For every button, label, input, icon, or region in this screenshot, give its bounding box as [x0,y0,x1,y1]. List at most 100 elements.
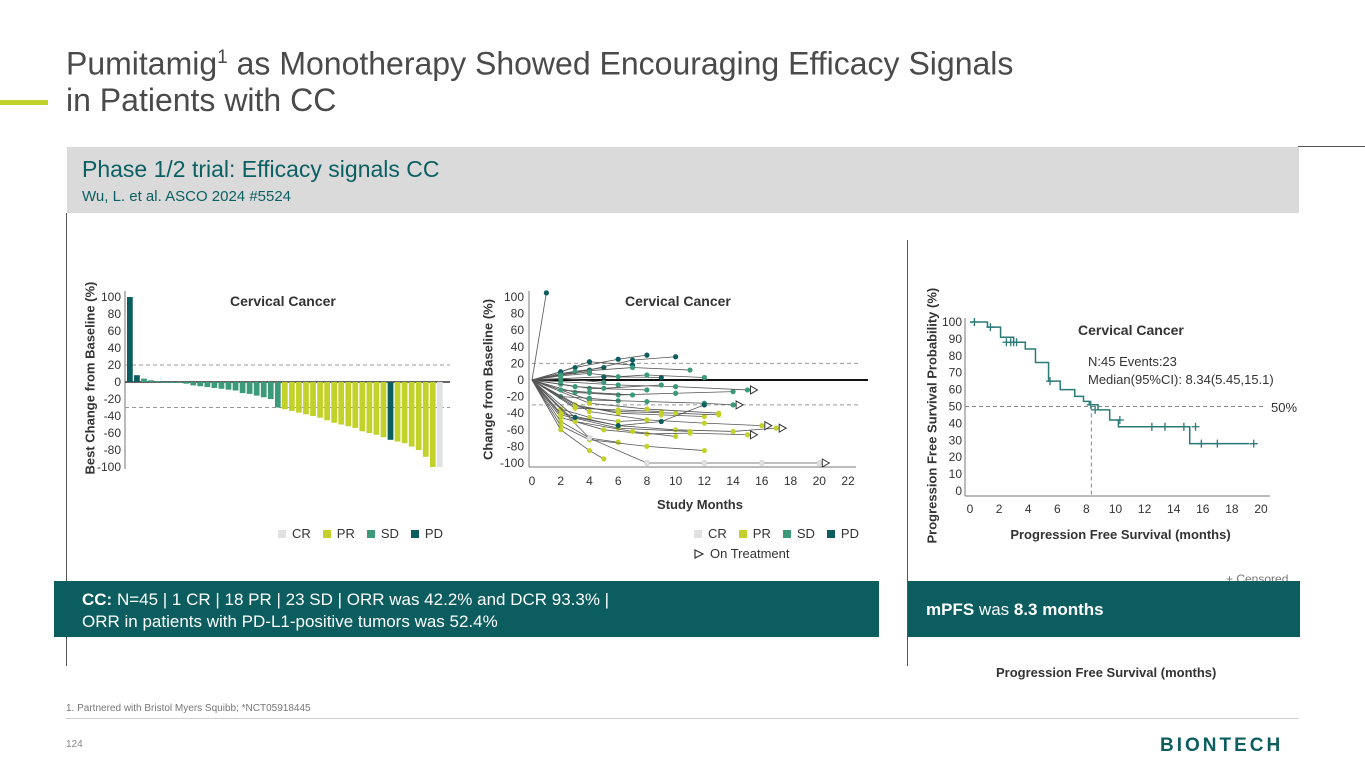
spider-point [615,407,621,413]
spider-series-line [531,379,662,389]
spider-xlabel: Study Months [657,497,743,512]
spider-ytick-label: -60 [507,423,525,437]
km-censor-mark [970,318,979,326]
waterfall-ytick-label: 80 [108,307,122,321]
spider-point [644,398,650,405]
spider-series-line [531,379,619,443]
spider-point [558,427,564,433]
spider-ytick-label: -20 [507,390,525,404]
spider-point [816,460,823,466]
km-xtick-label: 16 [1196,502,1210,516]
summary-left-line2: ORR in patients with PD-L1-positive tumo… [82,612,498,631]
spider-xtick-label: 0 [529,474,536,488]
waterfall-bar [352,382,359,428]
biontech-logo: BIONTECH [1160,735,1284,756]
spider-series-line [531,379,605,460]
spider-point [601,427,607,433]
spider-point [558,372,564,378]
on-treatment-triangle-icon [694,548,704,559]
km-xtick-label: 12 [1138,502,1152,516]
footer-divider [66,718,1299,719]
spider-point [701,420,707,426]
banner-title: Phase 1/2 trial: Efficacy signals CC [82,156,440,182]
summary-text-left: CC: N=45 | 1 CR | 18 PR | 23 SD | ORR wa… [82,589,609,633]
spider-point [586,359,593,365]
spider-point [586,408,593,415]
legend2-pr-swatch [738,529,747,538]
spider-point [644,372,650,378]
spider-point [701,374,707,381]
waterfall-bar [204,382,211,388]
spider-ytick-label: 80 [511,307,525,321]
waterfall-bar [310,382,316,416]
spider-legend: CR PR SD PD [694,526,859,541]
waterfall-bar [281,382,288,410]
legend-pd-swatch [410,529,419,538]
km-censor-mark [1091,405,1100,414]
legend-sd-label: SD [380,526,399,541]
spider-point [586,400,593,406]
spider-point [673,390,679,396]
waterfall-bar [211,382,218,388]
spider-ytick-label: 100 [504,290,524,304]
km-survival-curve [970,321,1250,445]
spider-point [644,406,650,412]
spider-xtick-label: 10 [669,474,683,488]
page-number: 124 [66,739,83,750]
km-xtick-label: 20 [1254,502,1268,516]
on-treatment-marker [749,429,759,440]
spider-point [701,413,707,420]
legend2-pr-label: PR [752,526,771,541]
summary-right-bold1: mPFS [926,600,975,619]
km-ytick-label: 50 [949,400,963,414]
summary-box-left [54,581,879,637]
summary-text-right: mPFS was 8.3 months [926,600,1104,620]
spider-point [615,356,621,362]
title-text-post: as Monotherapy Showed Encouraging Effica… [227,45,1014,82]
waterfall-bar [218,382,225,389]
spider-series-line [531,379,662,412]
legend-cr-swatch [278,529,286,538]
on-treatment-marker [764,420,773,431]
spider-point [644,443,650,449]
km-censor-mark [1213,439,1222,448]
waterfall-ytick-label: 40 [108,341,122,355]
waterfall-bar [162,382,168,383]
km-ytick-label: 10 [949,467,963,481]
km-xtick-label: 14 [1167,502,1181,516]
km-censor-mark [1191,422,1200,431]
page-title: Pumitamig1 as Monotherapy Showed Encoura… [66,40,1166,118]
waterfall-bar [260,382,267,398]
waterfall-bar [331,382,338,423]
on-treatment-marker [778,423,788,434]
title-text-pre: Pumitamig [66,45,218,82]
km-censor-mark [1046,377,1055,386]
spider-point [615,374,621,380]
waterfall-ytick-label: -100 [97,460,121,474]
legend-sd-swatch [366,529,375,538]
km-xtick-label: 0 [967,502,974,516]
waterfall-ytick-label: -60 [104,426,122,440]
waterfall-bar [394,382,401,442]
km-ytick-label: 70 [949,366,963,380]
legend-pr-label: PR [336,526,355,541]
waterfall-ytick-label: 60 [108,324,122,338]
spider-ytick-label: 40 [511,340,525,354]
waterfall-bar [176,382,183,383]
km-xlabel: Progression Free Survival (months) [1010,527,1230,542]
spider-series-line [531,367,691,381]
km-censor-mark [1115,416,1124,425]
summary-left-bold: CC: [82,590,113,609]
waterfall-bar [197,382,204,387]
spider-xtick-label: 12 [698,474,712,488]
km-ytick-label: 0 [955,484,962,498]
waterfall-ytick-label: -80 [104,443,122,457]
spider-series-line [531,354,647,381]
legend2-sd-label: SD [796,526,815,541]
spider-point [673,433,679,440]
spider-xtick-label: 2 [557,474,564,488]
on-treatment-label: On Treatment [710,546,790,561]
spider-point [601,379,607,386]
spider-point [673,384,679,390]
